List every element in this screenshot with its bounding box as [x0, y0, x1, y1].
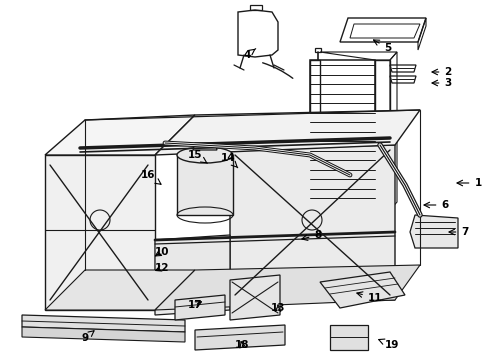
Text: 7: 7 — [449, 227, 469, 237]
Polygon shape — [155, 110, 420, 155]
Text: 14: 14 — [220, 153, 238, 168]
Polygon shape — [155, 235, 230, 315]
Text: 19: 19 — [379, 339, 399, 350]
Text: 5: 5 — [373, 40, 392, 53]
Polygon shape — [195, 325, 285, 350]
Polygon shape — [155, 265, 420, 310]
Polygon shape — [45, 155, 155, 310]
Ellipse shape — [177, 147, 233, 163]
Text: 6: 6 — [424, 200, 449, 210]
Text: 3: 3 — [432, 78, 452, 88]
Polygon shape — [45, 115, 195, 155]
Text: 16: 16 — [141, 170, 161, 184]
Polygon shape — [410, 215, 458, 248]
Polygon shape — [193, 143, 217, 150]
Text: 9: 9 — [81, 331, 94, 343]
Polygon shape — [22, 315, 185, 332]
Text: 8: 8 — [302, 230, 321, 240]
Polygon shape — [22, 327, 185, 342]
Polygon shape — [45, 270, 195, 310]
Text: 1: 1 — [457, 178, 482, 188]
Text: 2: 2 — [432, 67, 452, 77]
Polygon shape — [320, 272, 405, 308]
Polygon shape — [175, 295, 225, 320]
Polygon shape — [230, 275, 280, 320]
Text: 13: 13 — [271, 303, 285, 313]
Text: 10: 10 — [155, 247, 169, 257]
Text: 4: 4 — [244, 49, 256, 60]
Polygon shape — [330, 325, 368, 350]
Text: 11: 11 — [357, 292, 382, 303]
Text: 17: 17 — [188, 300, 202, 310]
Polygon shape — [230, 145, 395, 305]
Text: 12: 12 — [155, 263, 169, 273]
Text: 15: 15 — [188, 150, 207, 163]
Text: 18: 18 — [235, 340, 249, 350]
Polygon shape — [177, 155, 233, 215]
